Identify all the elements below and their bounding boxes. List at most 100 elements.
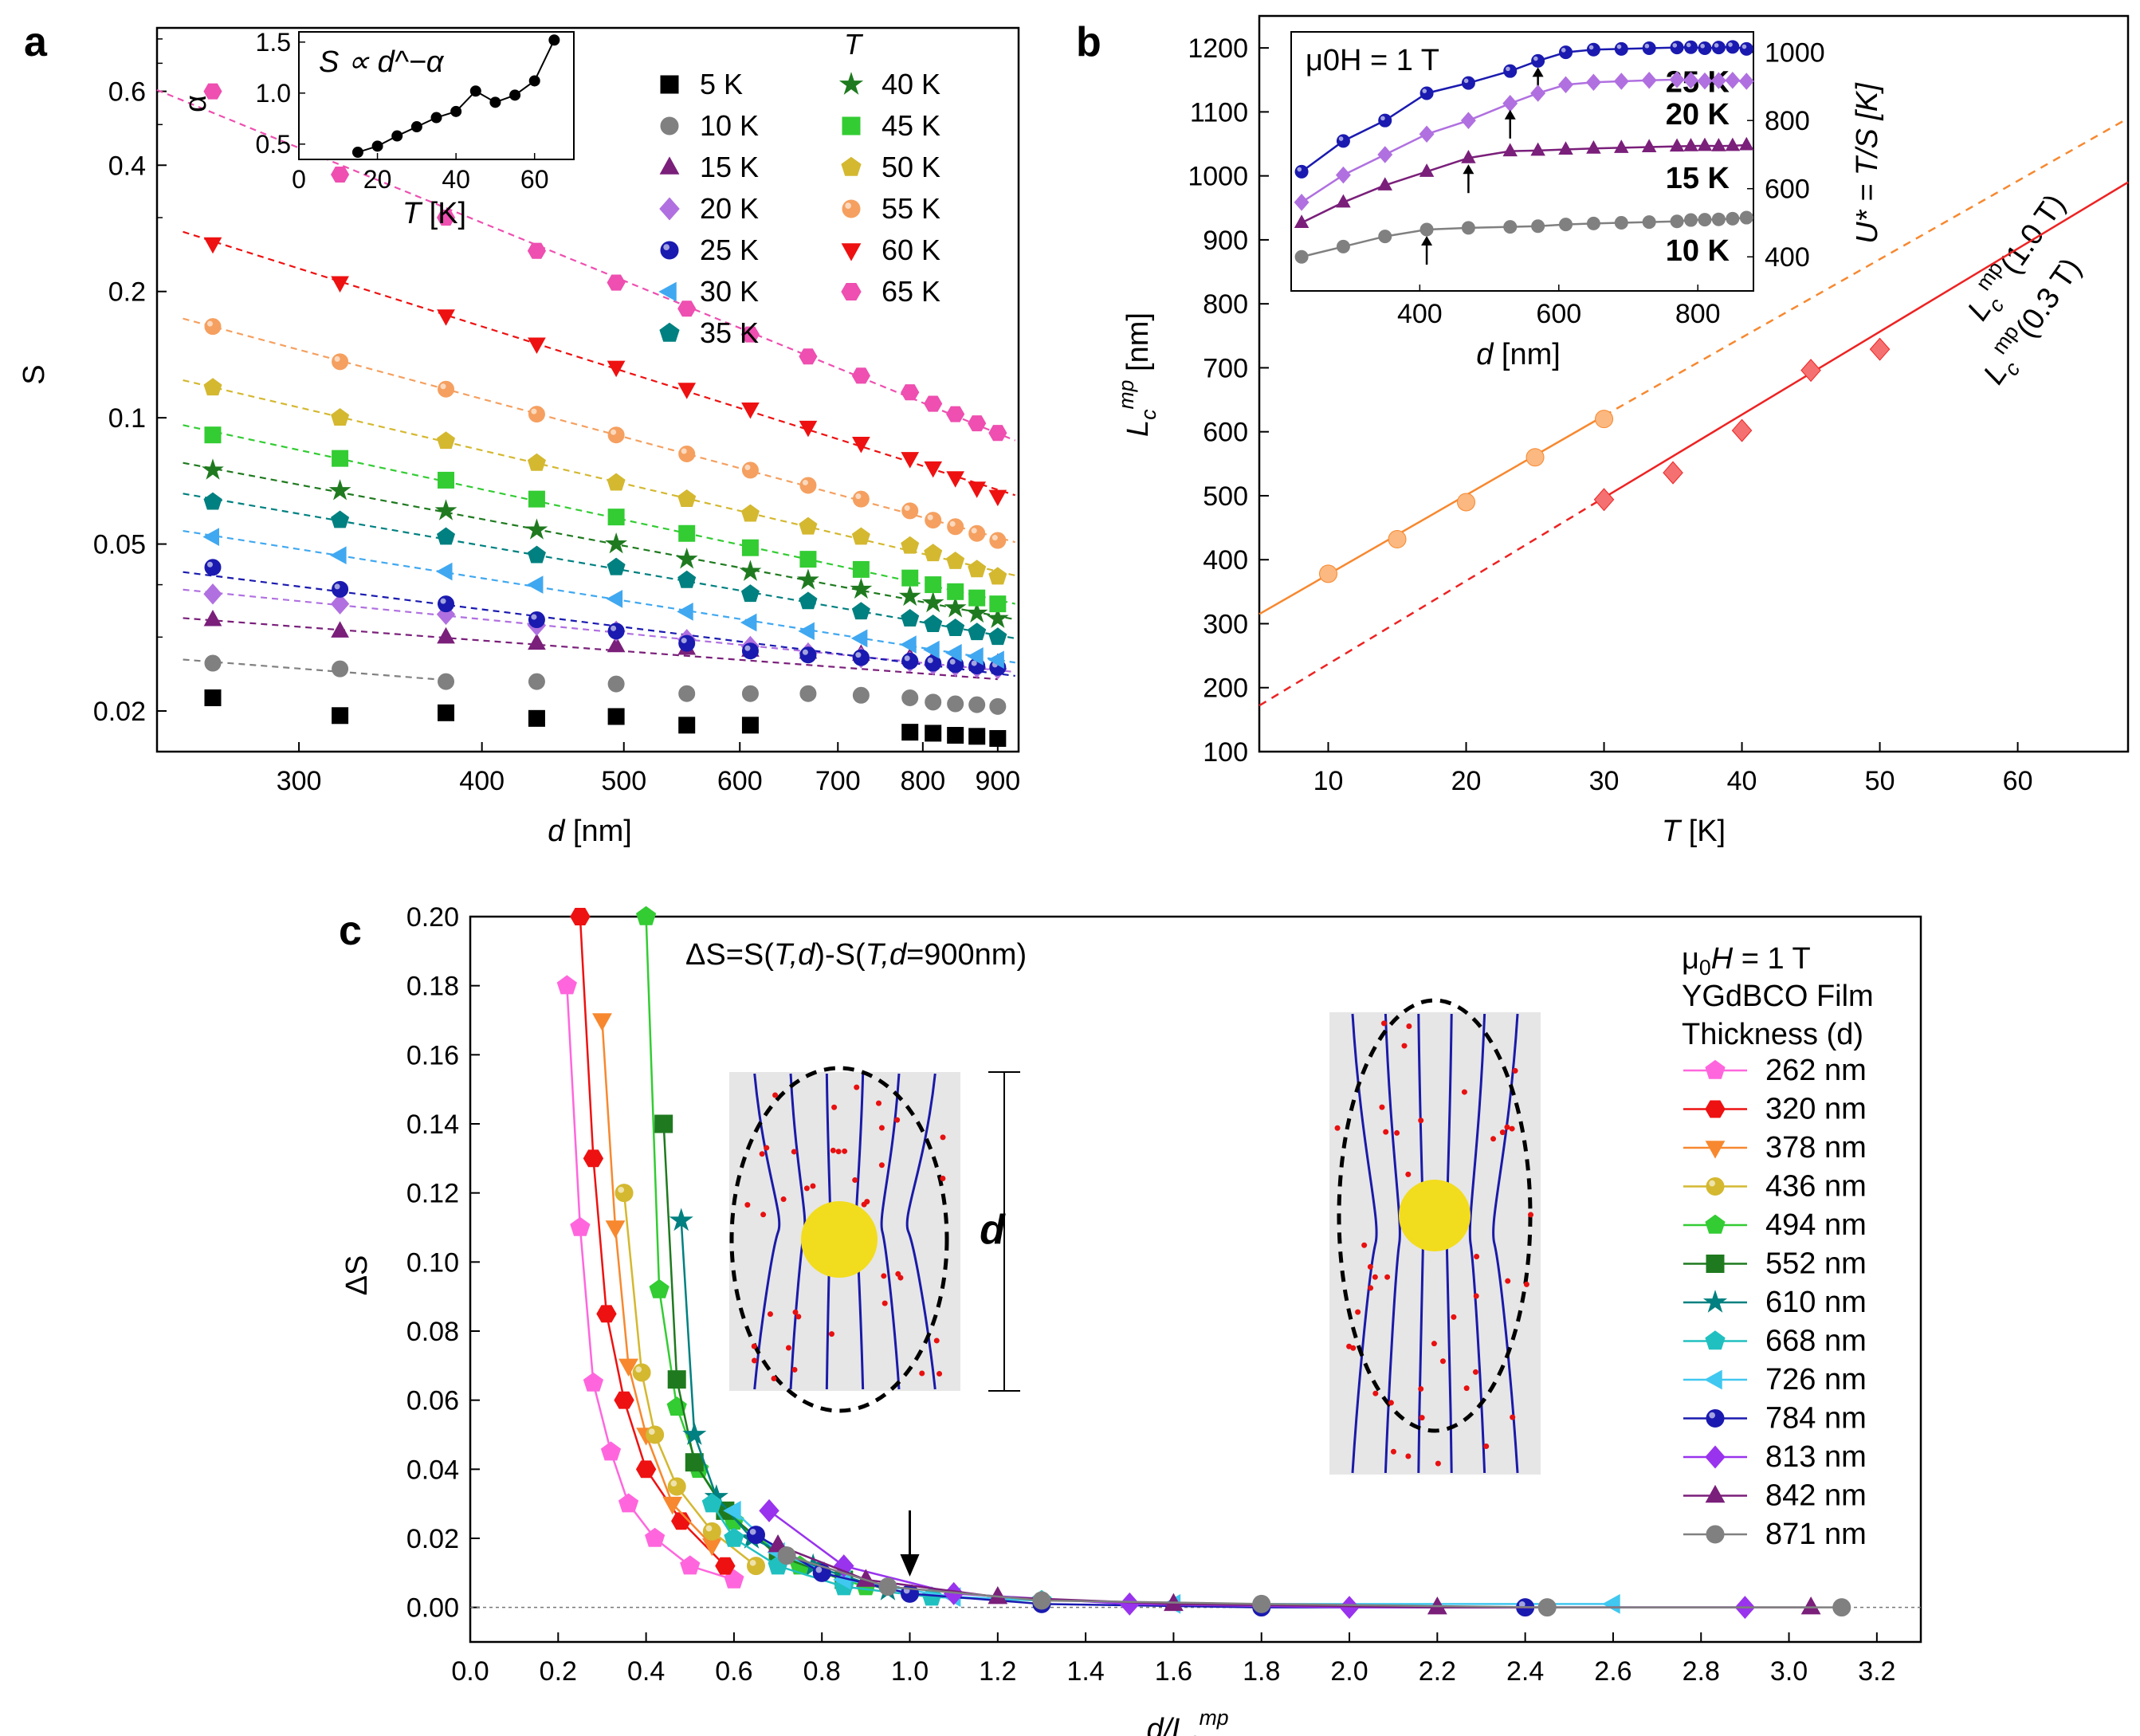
inset-point-b (1683, 71, 1698, 89)
legend-header-field-c: μ0H = 1 T (1682, 942, 1811, 980)
marker-ball (842, 199, 861, 218)
marker-star (797, 568, 819, 590)
legend-marker-a (842, 116, 861, 136)
data-point-a (925, 725, 942, 742)
inset-point-b (1739, 41, 1753, 56)
fit-line-a (156, 88, 1016, 442)
y-axis-label-a: S (18, 364, 51, 384)
inset-point-b (1531, 53, 1545, 68)
x-tick-label-c: 1.4 (1066, 1656, 1104, 1687)
data-point-a (901, 502, 919, 520)
marker-diamond (1460, 112, 1476, 129)
x-tick-label-c: 2.4 (1506, 1656, 1544, 1687)
defect-dot (1504, 1124, 1510, 1130)
marker-circle (1503, 220, 1518, 234)
marker-pentagon (701, 1493, 722, 1513)
defect-dot (810, 1183, 816, 1189)
x-tick-label-c: 2.2 (1419, 1656, 1456, 1687)
marker-highlight (1709, 1412, 1715, 1419)
data-point-c (618, 1358, 638, 1377)
defect-dot (1368, 1285, 1374, 1291)
data-point-a (331, 408, 350, 426)
data-point-a (528, 709, 545, 727)
y-tick-label-b: 300 (1203, 609, 1248, 639)
marker-triangle-left (1704, 1369, 1722, 1390)
data-point-a (901, 536, 920, 554)
data-point-a (330, 593, 350, 615)
marker-hexagon (596, 1305, 617, 1323)
marker-triangle-left (526, 575, 544, 594)
data-point-b (1595, 410, 1614, 429)
marker-triangle-left (606, 590, 623, 608)
marker-circle (799, 685, 817, 702)
marker-circle (1832, 1598, 1851, 1617)
marker-square (968, 589, 986, 607)
defect-dot (835, 1149, 842, 1155)
data-point-a (799, 685, 817, 702)
marker-ball (646, 1425, 665, 1444)
inset-point-b (1559, 45, 1573, 60)
marker-ball (947, 518, 964, 536)
panel-label-a: a (24, 19, 48, 65)
marker-square (204, 426, 222, 444)
data-point-a (946, 552, 965, 569)
marker-triangle-left (677, 603, 693, 621)
data-point-a (607, 274, 626, 291)
data-point-a (989, 532, 1007, 549)
inset-point-b (1558, 141, 1573, 155)
defect-dot (771, 1376, 777, 1382)
marker-triangle-down (203, 237, 222, 254)
marker-ball (1711, 41, 1726, 55)
y-tick-label-b: 100 (1203, 737, 1248, 768)
marker-square (901, 569, 919, 587)
inset-point-b (1669, 138, 1685, 152)
marker-triangle (1725, 137, 1741, 151)
x-tick-label-b: 40 (1727, 766, 1757, 796)
data-point-a (202, 458, 224, 480)
legend-marker-c (1705, 1445, 1726, 1469)
inset-point-b (1614, 215, 1628, 230)
inset-point-b (1642, 215, 1656, 230)
legend-header-film-c: YGdBCO Film (1682, 980, 1874, 1013)
marker-pentagon (680, 1555, 701, 1575)
inset-point-b (1698, 213, 1712, 227)
marker-diamond (1119, 1592, 1141, 1616)
marker-square (528, 490, 545, 508)
fit-line-a (183, 588, 1015, 674)
defect-dot (1418, 1386, 1424, 1392)
inset-point-b (1502, 143, 1518, 157)
defect-dot (1346, 1343, 1353, 1349)
data-point-a (607, 623, 625, 640)
defect-dot (1463, 1385, 1470, 1392)
inset-point-a (469, 85, 481, 97)
data-point-a (437, 309, 455, 326)
marker-ball (678, 634, 696, 652)
data-point-a (332, 450, 349, 467)
marker-circle (1595, 410, 1614, 429)
x-tick-label-c: 1.2 (979, 1656, 1016, 1687)
curve-c (755, 1534, 1525, 1608)
marker-pentagon (203, 378, 222, 396)
data-point-c (632, 1363, 651, 1382)
inset-point-b (1670, 214, 1684, 229)
marker-triangle-down (528, 337, 546, 354)
marker-highlight (1714, 43, 1719, 48)
marker-highlight (991, 535, 998, 541)
fit-line-a (183, 424, 1015, 605)
marker-ball (1670, 41, 1684, 55)
marker-highlight (1644, 43, 1650, 49)
marker-diamond (659, 197, 680, 221)
data-point-a (606, 590, 623, 608)
legend-label-c: 552 nm (1765, 1247, 1867, 1281)
data-point-a (203, 237, 222, 254)
data-point-a (968, 560, 987, 578)
marker-highlight (206, 320, 213, 327)
marker-ball (925, 512, 942, 529)
defect-dot (876, 1100, 882, 1106)
marker-diamond (1613, 73, 1629, 90)
marker-highlight (904, 505, 910, 511)
marker-triangle (659, 156, 680, 175)
defect-dot (1379, 1104, 1385, 1110)
data-point-a (528, 633, 546, 650)
data-point-a (678, 524, 696, 542)
